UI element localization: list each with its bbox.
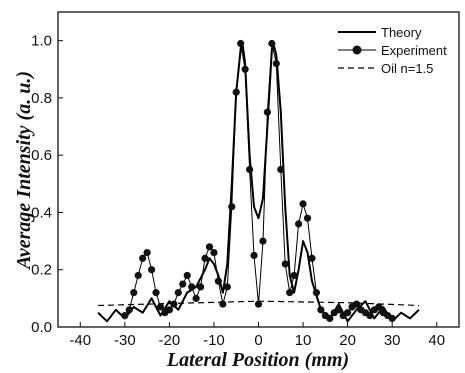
x-tick-label: 0 [254,332,262,349]
experiment-point [130,289,138,297]
experiment-point [344,309,352,317]
experiment-point [232,88,240,96]
experiment-point [139,254,147,262]
experiment-point [312,289,321,297]
experiment-point [250,251,258,260]
experiment-point [290,271,298,280]
experiment-point [223,283,231,291]
experiment-point [388,314,396,323]
experiment-point [205,243,214,251]
experiment-point [134,271,142,280]
experiment-point [196,283,205,291]
experiment-point [152,289,160,297]
x-tick-label: 10 [295,332,312,349]
x-tick-label: -20 [159,332,181,349]
experiment-point [241,65,249,73]
experiment-point [214,277,222,285]
experiment-point [352,300,361,308]
experiment-point [375,303,383,311]
experiment-point [174,289,182,297]
x-tick-label: -40 [69,332,91,349]
experiment-point [165,306,173,314]
experiment-point [156,303,165,311]
experiment-point [179,280,187,288]
experiment-point [272,59,280,68]
x-tick-label: -10 [203,332,225,349]
y-tick-label: 0.6 [31,147,52,164]
plot-frame [57,11,460,328]
experiment-point [170,300,178,308]
x-axis-title: Lateral Position (mm) [166,349,349,371]
y-tick-label: 0.0 [31,319,52,336]
experiment-point [286,289,294,297]
experiment-point [201,254,209,262]
y-ticks: 0.0 0.2 0.4 0.6 0.8 1.0 [31,33,63,336]
y-tick-label: 0.4 [31,204,52,221]
experiment-point [299,200,307,208]
y-axis-title: Average Intensity (a. u.) [13,71,35,271]
y-tick-label: 0.8 [31,90,52,107]
experiment-point [125,306,133,314]
experiment-point [183,271,191,280]
x-tick-label: -30 [114,332,136,349]
experiment-point [326,314,334,323]
series-line-0 [97,45,420,323]
experiment-point [254,300,263,308]
experiment-point [295,220,303,228]
experiment-point [366,311,374,320]
experiment-point [228,203,236,211]
experiment-point [245,165,254,174]
x-tick-label: 30 [384,332,401,349]
y-tick-label: 0.2 [31,262,52,279]
legend: Theory Experiment Oil n=1.5 [338,25,447,76]
experiment-point [143,248,151,257]
experiment-point [237,39,245,48]
experiment-point [188,283,196,291]
experiment-point [263,108,272,116]
experiment-point [210,248,218,257]
y-tick-label: 1.0 [31,33,52,50]
experiment-point [281,260,289,268]
experiment-point [303,214,312,222]
x-tick-label: 40 [428,332,445,349]
experiment-point [277,165,285,174]
experiment-point [147,266,156,274]
legend-experiment-label: Experiment [381,43,447,58]
legend-theory-label: Theory [381,25,422,40]
legend-experiment-marker [352,45,362,55]
experiment-point [335,306,343,314]
experiment-point [317,306,325,314]
x-tick-label: 20 [339,332,356,349]
series-line-2 [98,300,419,307]
experiment-point [192,294,200,302]
experiment-point [268,39,276,48]
experiment-point [259,237,267,245]
series-layer [97,39,420,323]
legend-oil-label: Oil n=1.5 [381,61,433,76]
series-line-1 [124,43,393,320]
x-ticks: -40 -30 -20 -10 0 10 20 30 40 [69,322,445,349]
experiment-point [308,254,316,262]
experiment-point [121,311,129,320]
